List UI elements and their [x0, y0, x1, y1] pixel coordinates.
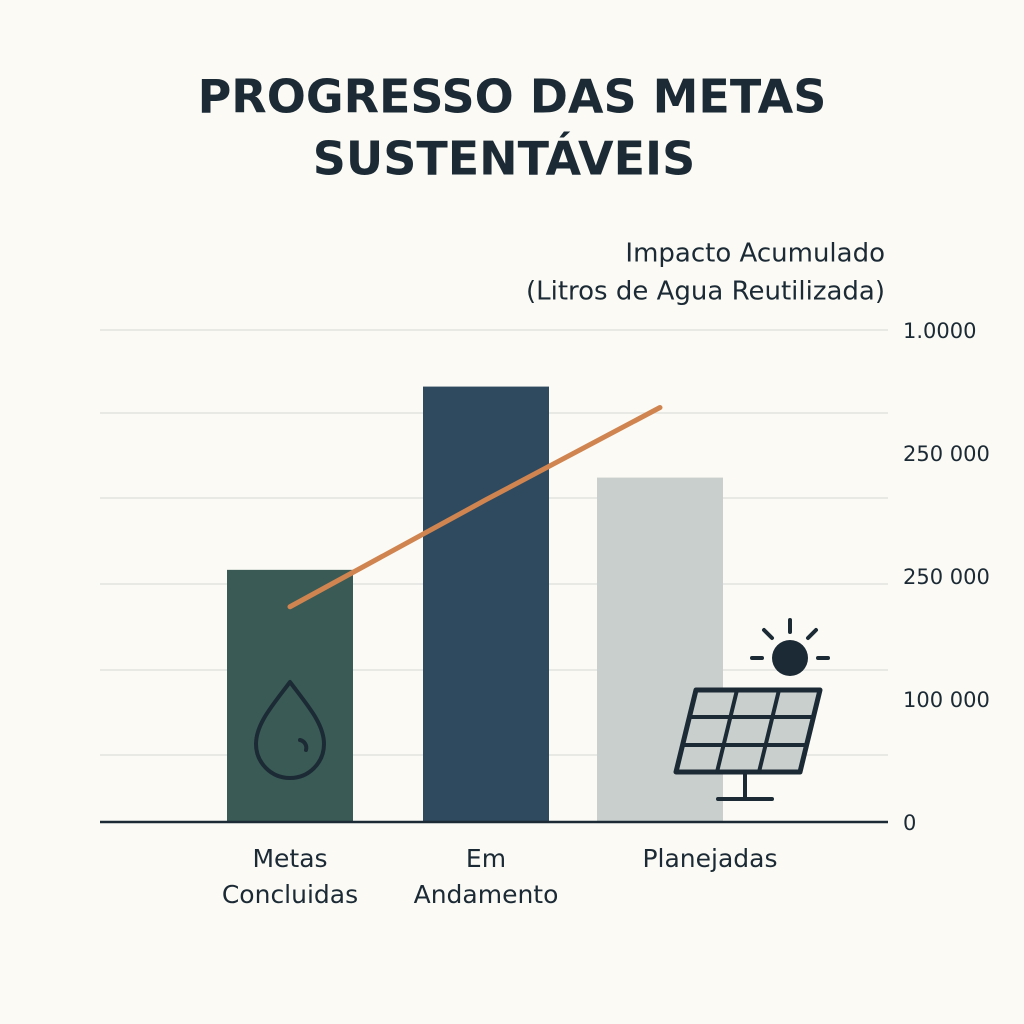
y-tick-label: 1.0000	[903, 319, 976, 343]
x-tick-label: Em Andamento	[414, 844, 559, 909]
bar	[423, 386, 549, 822]
y-tick-label: 250 000	[903, 565, 990, 589]
line	[287, 404, 663, 610]
x-tick-label: Metas Concluidas	[222, 844, 358, 909]
axis-title: Impacto Acumulado	[625, 239, 885, 269]
chart-title: PROGRESSO DAS METAS	[198, 70, 827, 124]
solar-icon	[673, 618, 830, 801]
y-tick-label: 250 000	[903, 442, 990, 466]
axis-title: (Litros de Agua Reutilizada)	[526, 277, 885, 307]
x-tick-label: Planejadas	[642, 844, 777, 873]
y-tick-label: 100 000	[903, 688, 990, 712]
marks	[227, 386, 723, 822]
drop-icon	[254, 680, 326, 780]
y-tick-label: 0	[903, 811, 916, 835]
chart-title: SUSTENTÁVEIS	[313, 132, 695, 186]
